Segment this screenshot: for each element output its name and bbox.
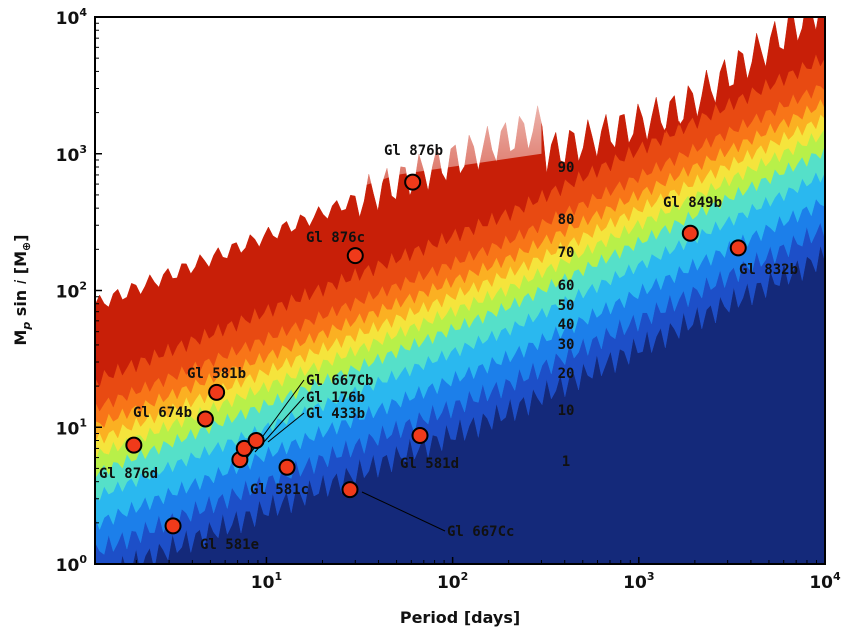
planet-marker-gl-581d [411, 427, 429, 445]
leader-gl-433b [267, 412, 305, 443]
planet-marker-gl-581e [164, 517, 182, 535]
y-tick-label: 104 [56, 6, 88, 29]
planet-label-gl-581d: Gl 581d [400, 456, 459, 472]
y-axis-label: Mp sin i [M⊕] [11, 234, 33, 345]
x-axis-label: Period [days] [400, 608, 520, 627]
contour-label-70: 70 [558, 245, 575, 261]
planet-marker-gl-433b [247, 432, 265, 450]
planet-marker-gl-674b [196, 410, 214, 428]
contour-label-50: 50 [558, 298, 575, 314]
y-tick-label: 102 [56, 280, 87, 303]
y-tick-label: 101 [56, 416, 87, 439]
planet-markers: Gl 876b Gl 876c Gl 849b Gl 832b Gl 581b Gl 67… [99, 143, 798, 553]
contour-label-1: 1 [562, 454, 570, 470]
planet-label-gl-433b: Gl 433b [306, 406, 365, 422]
contour-label-40: 40 [558, 317, 575, 333]
planet-label-gl-176b: Gl 176b [306, 390, 365, 406]
planet-label-gl-674b: Gl 674b [133, 405, 192, 421]
x-tick-label: 102 [437, 570, 468, 593]
planet-label-gl-667cb: Gl 667Cb [306, 373, 373, 389]
planet-marker-gl-667cc [341, 481, 359, 499]
planet-label-gl-876d: Gl 876d [99, 466, 158, 482]
x-tick-label: 104 [809, 570, 841, 593]
leader-gl-667cc [361, 491, 446, 532]
planet-marker-gl-581b [208, 383, 226, 401]
planet-label-gl-581c: Gl 581c [250, 482, 309, 498]
contour-label-80: 80 [558, 212, 575, 228]
x-tick-label: 103 [623, 570, 654, 593]
planet-label-gl-581e: Gl 581e [200, 537, 259, 553]
planet-label-gl-581b: Gl 581b [187, 366, 246, 382]
planet-marker-gl-876b [404, 173, 422, 191]
planet-marker-gl-876d [125, 436, 143, 454]
planet-label-gl-832b: Gl 832b [739, 262, 798, 278]
x-tick-label: 101 [251, 570, 282, 593]
planet-marker-gl-581c [278, 458, 296, 476]
planet-label-gl-876b: Gl 876b [384, 143, 443, 159]
contour-level-labels: 90 80 70 60 50 40 30 20 10 1 [558, 160, 575, 470]
contour-label-60: 60 [558, 278, 575, 294]
planet-label-gl-849b: Gl 849b [663, 195, 722, 211]
planet-label-gl-667cc: Gl 667Cc [447, 524, 514, 540]
y-tick-label: 100 [56, 553, 88, 576]
contour-bands [95, 17, 825, 564]
contour-label-30: 30 [558, 337, 575, 353]
planet-marker-gl-876c [346, 247, 364, 265]
planet-marker-gl-849b [681, 224, 699, 242]
contour-label-10: 10 [558, 403, 575, 419]
planet-label-gl-876c: Gl 876c [306, 230, 365, 246]
planet-marker-gl-176b [235, 439, 253, 457]
planet-marker-gl-832b [729, 239, 747, 257]
contour-label-90: 90 [558, 160, 575, 176]
y-tick-label: 103 [56, 143, 87, 166]
contour-label-20: 20 [558, 366, 575, 382]
